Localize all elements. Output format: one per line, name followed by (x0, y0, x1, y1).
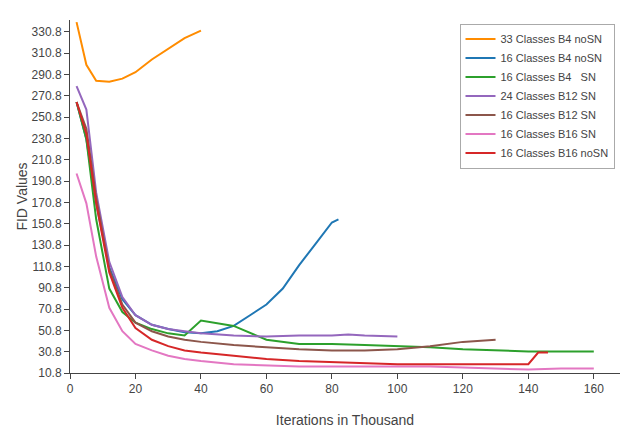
svg-text:90.8: 90.8 (38, 281, 62, 295)
svg-text:70.8: 70.8 (38, 302, 62, 316)
svg-text:330.8: 330.8 (32, 25, 62, 39)
svg-text:110.8: 110.8 (32, 260, 61, 274)
svg-text:30.8: 30.8 (38, 345, 62, 359)
svg-text:80: 80 (325, 382, 339, 396)
svg-text:16 Classes B12 SN: 16 Classes B12 SN (501, 109, 596, 121)
svg-text:40: 40 (194, 382, 208, 396)
svg-text:16 Classes B4 noSN: 16 Classes B4 noSN (501, 52, 603, 64)
svg-text:10.8: 10.8 (38, 366, 62, 380)
svg-text:310.8: 310.8 (32, 46, 62, 60)
svg-text:60: 60 (260, 382, 274, 396)
svg-text:24 Classes B12 SN: 24 Classes B12 SN (501, 90, 596, 102)
svg-text:16 Classes B16 noSN: 16 Classes B16 noSN (501, 147, 609, 159)
svg-text:50.8: 50.8 (38, 324, 62, 338)
svg-text:100: 100 (387, 382, 407, 396)
svg-text:160: 160 (584, 382, 604, 396)
svg-text:Iterations in Thousand: Iterations in Thousand (276, 412, 414, 428)
svg-text:33 Classes B4 noSN: 33 Classes B4 noSN (501, 33, 603, 45)
svg-text:290.8: 290.8 (32, 68, 62, 82)
svg-text:170.8: 170.8 (32, 196, 62, 210)
svg-text:190.8: 190.8 (32, 174, 62, 188)
svg-text:120: 120 (453, 382, 473, 396)
svg-text:0: 0 (67, 382, 74, 396)
svg-text:210.8: 210.8 (32, 153, 62, 167)
svg-text:230.8: 230.8 (32, 132, 62, 146)
svg-text:16 Classes B16 SN: 16 Classes B16 SN (501, 128, 596, 140)
svg-text:20: 20 (129, 382, 143, 396)
svg-text:140: 140 (518, 382, 538, 396)
svg-text:150.8: 150.8 (32, 217, 62, 231)
svg-text:FID Values: FID Values (14, 162, 30, 230)
svg-text:16 Classes B4 SN: 16 Classes B4 SN (501, 71, 596, 83)
svg-text:130.8: 130.8 (32, 238, 62, 252)
svg-text:250.8: 250.8 (32, 110, 62, 124)
svg-text:270.8: 270.8 (32, 89, 62, 103)
